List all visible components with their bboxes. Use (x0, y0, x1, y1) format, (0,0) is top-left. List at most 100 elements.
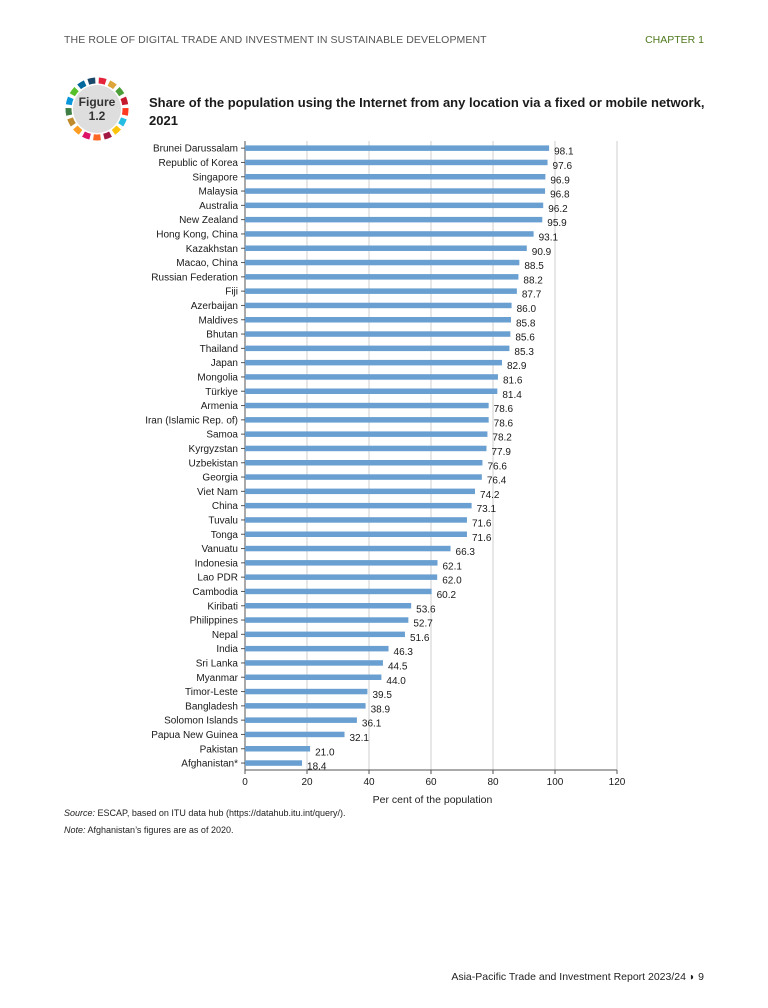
bar (245, 216, 543, 223)
value-label: 88.2 (523, 275, 543, 286)
category-label: Russian Federation (151, 272, 238, 283)
chapter-label: CHAPTER 1 (645, 34, 704, 46)
category-label: Bangladesh (185, 701, 238, 712)
category-label: China (212, 501, 239, 512)
bar (245, 731, 345, 738)
category-label: Republic of Korea (159, 158, 239, 169)
category-label: Samoa (206, 430, 238, 441)
running-header: THE ROLE OF DIGITAL TRADE AND INVESTMENT… (64, 34, 487, 46)
ring-segment (73, 125, 83, 135)
bar (245, 417, 489, 423)
bar (245, 302, 512, 309)
value-label: 78.2 (492, 433, 512, 444)
value-label: 53.6 (416, 604, 436, 615)
category-label: Azerbaijan (191, 301, 238, 312)
source-note: Source: ESCAP, based on ITU data hub (ht… (64, 808, 346, 818)
value-label: 77.9 (491, 447, 511, 458)
ring-segment (107, 80, 117, 90)
value-label: 82.9 (507, 361, 527, 372)
source-label: Source: (64, 808, 96, 818)
category-label: Solomon Islands (164, 716, 238, 727)
bar (245, 560, 438, 566)
bar (245, 703, 366, 709)
category-label: Timor-Leste (185, 687, 238, 698)
value-label: 74.2 (480, 490, 500, 501)
figure-number: 1.2 (88, 109, 106, 123)
bar (245, 174, 546, 180)
x-axis-title: Per cent of the population (372, 794, 493, 806)
value-label: 90.9 (532, 247, 552, 258)
ring-segment (121, 107, 129, 116)
ring-segment (65, 107, 73, 116)
category-label: Türkiye (205, 387, 238, 398)
value-label: 95.9 (547, 218, 567, 229)
category-label: Iran (Islamic Rep. of) (145, 415, 238, 426)
value-label: 85.6 (515, 333, 535, 344)
ring-segment (82, 131, 91, 140)
category-label: Myanmar (196, 673, 238, 684)
value-label: 96.9 (550, 175, 570, 186)
value-label: 76.4 (487, 476, 507, 487)
category-label: Viet Nam (197, 487, 238, 498)
bar (245, 259, 520, 266)
value-label: 85.3 (514, 347, 534, 358)
value-label: 86.0 (517, 304, 537, 315)
x-tick-label: 80 (487, 777, 499, 788)
bar (245, 588, 432, 595)
value-label: 85.8 (516, 318, 536, 329)
value-label: 76.6 (487, 461, 507, 472)
category-label: Bhutan (206, 330, 238, 341)
value-label: 52.7 (413, 619, 433, 630)
value-label: 44.5 (388, 661, 408, 672)
category-label: Malaysia (199, 187, 239, 198)
bar (245, 231, 534, 237)
report-title: Asia-Pacific Trade and Investment Report… (451, 971, 686, 983)
category-label: Maldives (199, 315, 238, 326)
value-label: 98.1 (554, 147, 574, 158)
ring-segment (98, 77, 107, 85)
category-label: New Zealand (179, 215, 238, 226)
value-label: 78.6 (494, 404, 514, 415)
value-label: 62.1 (443, 561, 463, 572)
value-label: 71.6 (472, 533, 492, 544)
category-label: Georgia (202, 473, 238, 484)
bar (245, 674, 382, 680)
bar (245, 159, 548, 166)
ring-segment (120, 96, 129, 106)
bar (245, 531, 467, 537)
category-label: Fiji (225, 287, 238, 298)
category-label: Hong Kong, China (156, 229, 238, 240)
value-label: 18.4 (307, 762, 327, 773)
bar (245, 545, 451, 552)
category-label: Vanuatu (201, 544, 238, 555)
category-label: Kazakhstan (186, 244, 238, 255)
bar (245, 145, 550, 151)
bar (245, 460, 483, 466)
x-tick-label: 40 (363, 777, 375, 788)
ring-segment (77, 80, 87, 90)
bar (245, 188, 546, 194)
ring-segment (65, 96, 74, 106)
ring-segment (87, 77, 96, 85)
bar (245, 617, 409, 623)
value-label: 60.2 (437, 590, 457, 601)
value-label: 62.0 (442, 576, 462, 587)
value-label: 39.5 (372, 690, 392, 701)
category-label: Tonga (211, 530, 239, 541)
value-label: 78.6 (494, 418, 514, 429)
category-label: Pakistan (200, 744, 238, 755)
figure-badge: Figure 1.2 (64, 76, 130, 142)
figure-note: Note: Afghanistan’s figures are as of 20… (64, 825, 233, 835)
value-label: 96.8 (550, 190, 570, 201)
value-label: 66.3 (456, 547, 476, 558)
value-label: 51.6 (410, 633, 430, 644)
bar (245, 402, 489, 409)
category-label: Japan (211, 358, 238, 369)
note-text: Afghanistan’s figures are as of 2020. (87, 825, 234, 835)
category-label: Kyrgyzstan (189, 444, 238, 455)
bar (245, 746, 311, 752)
value-label: 81.6 (503, 375, 523, 386)
value-label: 87.7 (522, 290, 542, 301)
bar (245, 388, 498, 394)
category-label: Nepal (212, 630, 238, 641)
